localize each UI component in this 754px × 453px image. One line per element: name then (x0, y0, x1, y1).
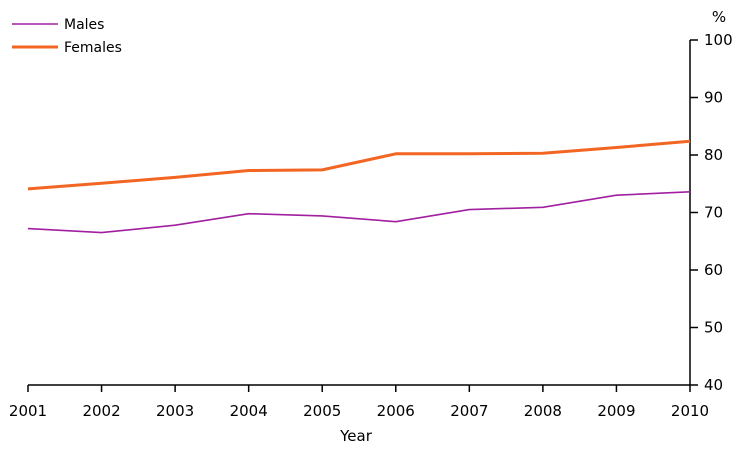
x-tick-label-2002: 2002 (82, 402, 120, 420)
x-tick-label-2010: 2010 (671, 402, 709, 420)
x-tick-label-2008: 2008 (524, 402, 562, 420)
x-tick-label-2001: 2001 (9, 402, 47, 420)
y-tick-label-50: 50 (704, 319, 723, 337)
y-tick-label-40: 40 (704, 376, 723, 394)
y-tick-label-80: 80 (704, 146, 723, 164)
series-line-females (27, 139, 691, 191)
x-axis-title: Year (339, 427, 373, 445)
x-tick-label-2006: 2006 (377, 402, 415, 420)
y-axis-unit-label: % (712, 8, 726, 26)
series-line-males (27, 191, 691, 234)
x-axis-ticks: 2001 2002 2003 2004 2005 2006 2007 2008 2009 2010 (9, 385, 709, 420)
x-tick-label-2009: 2009 (597, 402, 635, 420)
x-tick-label-2007: 2007 (450, 402, 488, 420)
x-tick-label-2005: 2005 (303, 402, 341, 420)
series-lines (27, 139, 691, 234)
legend: Males Females (12, 17, 122, 56)
y-tick-label-100: 100 (704, 31, 733, 49)
y-tick-label-90: 90 (704, 89, 723, 107)
x-tick-label-2003: 2003 (156, 402, 194, 420)
legend-label-males: Males (64, 17, 104, 33)
legend-label-females: Females (64, 40, 122, 56)
x-tick-label-2004: 2004 (230, 402, 268, 420)
y-axis-ticks: 40 50 60 70 80 90 100 (690, 31, 733, 394)
axes (28, 40, 691, 386)
y-tick-label-60: 60 (704, 261, 723, 279)
y-tick-label-70: 70 (704, 204, 723, 222)
